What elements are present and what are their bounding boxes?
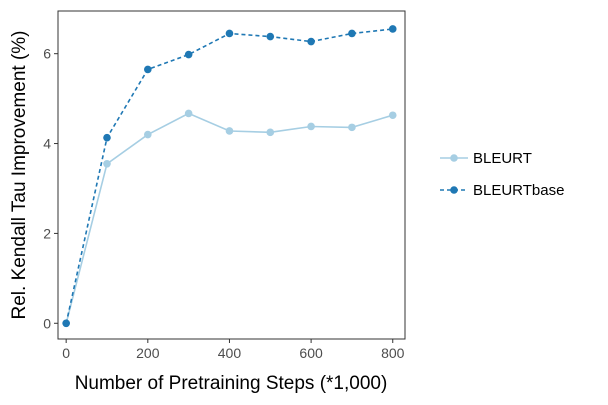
data-point bbox=[307, 122, 315, 131]
y-tick-label: 4 bbox=[43, 136, 51, 152]
x-tick-label: 800 bbox=[381, 345, 405, 361]
data-point bbox=[184, 109, 193, 118]
legend-label: BLEURTbase bbox=[473, 182, 564, 199]
axis-ticks: 0 200 400 600 800 0 2 4 6 bbox=[43, 46, 404, 361]
y-tick-label: 2 bbox=[43, 225, 51, 241]
series-bleurtbase bbox=[62, 25, 397, 328]
legend-label: BLEURT bbox=[473, 150, 532, 167]
x-tick-label: 0 bbox=[62, 345, 70, 361]
x-tick-label: 600 bbox=[299, 345, 323, 361]
data-point bbox=[225, 127, 234, 135]
data-point bbox=[348, 29, 356, 38]
data-point bbox=[225, 29, 234, 38]
data-point bbox=[103, 133, 111, 142]
legend-item-bleurt: BLEURT bbox=[440, 150, 532, 167]
data-point bbox=[388, 111, 397, 120]
data-point bbox=[62, 319, 70, 328]
legend: BLEURT BLEURTbase bbox=[440, 150, 564, 199]
chart-marks bbox=[62, 25, 397, 328]
legend-marker bbox=[450, 186, 458, 194]
series-bleurt bbox=[62, 109, 397, 328]
y-axis-title: Rel. Kendall Tau Improvement (%) bbox=[9, 31, 30, 320]
data-point bbox=[184, 50, 193, 59]
data-point bbox=[307, 37, 315, 46]
data-point bbox=[388, 25, 397, 33]
data-point bbox=[266, 128, 275, 137]
data-point bbox=[144, 65, 152, 74]
y-tick-label: 0 bbox=[43, 315, 51, 331]
data-point bbox=[348, 123, 356, 132]
x-tick-label: 400 bbox=[218, 345, 242, 361]
y-tick-label: 6 bbox=[43, 46, 51, 62]
x-tick-label: 200 bbox=[136, 345, 160, 361]
legend-marker bbox=[450, 154, 458, 162]
legend-item-bleurtbase: BLEURTbase bbox=[440, 182, 564, 199]
plot-panel bbox=[57, 10, 406, 340]
data-point bbox=[266, 32, 275, 41]
data-point bbox=[144, 130, 152, 139]
data-point bbox=[103, 159, 111, 168]
x-axis-title: Number of Pretraining Steps (*1,000) bbox=[75, 373, 388, 394]
